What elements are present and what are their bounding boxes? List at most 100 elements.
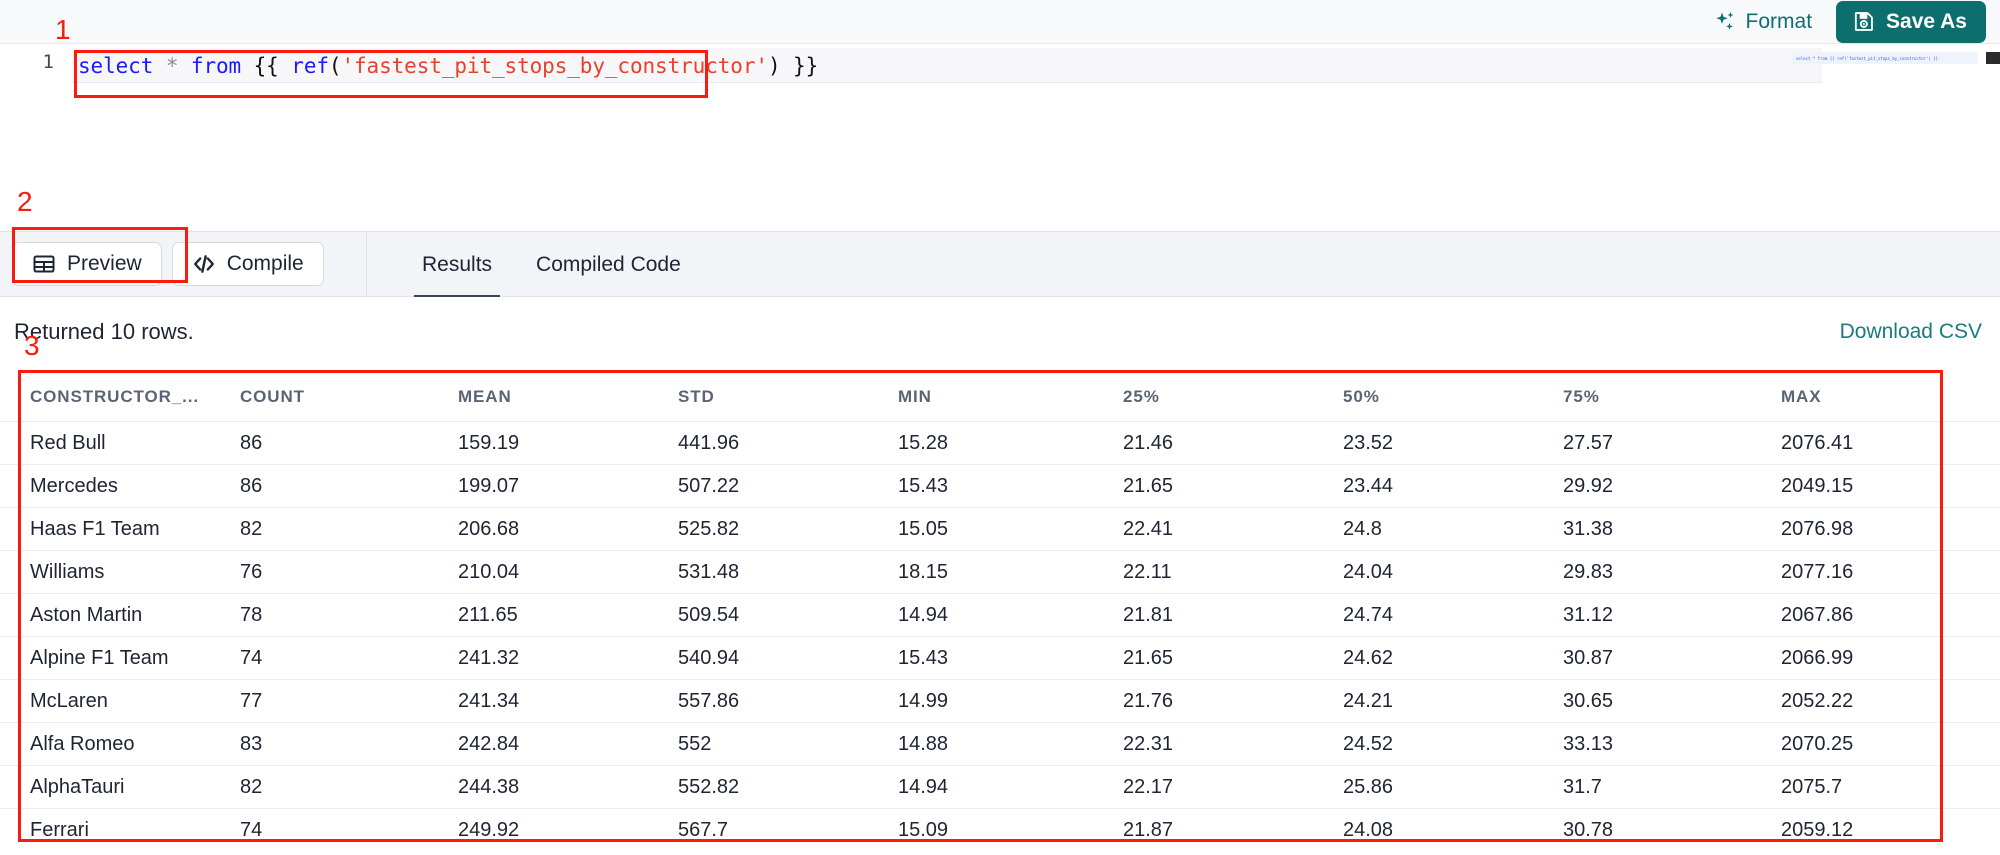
table-header-row: CONSTRUCTOR_... COUNT MEAN STD MIN 25% 5…	[0, 373, 2000, 422]
compile-button-label: Compile	[226, 252, 304, 275]
editor-action-buttons: Preview Compile	[12, 242, 324, 286]
table-cell: 210.04	[458, 550, 678, 594]
table-row[interactable]: Williams 76 210.04 531.48 18.15 22.11 24.04 29.…	[0, 550, 2000, 594]
table-cell: 15.09	[898, 818, 949, 841]
results-tabs: Results Compiled Code	[400, 232, 703, 298]
table-cell: 24.62	[1343, 636, 1563, 680]
table-cell: 567.7	[678, 818, 729, 841]
table-cell: 552	[678, 722, 898, 766]
table-cell: 15.05	[898, 507, 1123, 551]
token-open-braces: {{	[253, 54, 279, 78]
table-row[interactable]: Red Bull 86 159.19 441.96 15.28 21.46 23.52 27.…	[0, 421, 2000, 465]
table-cell: 21.46	[1123, 421, 1343, 465]
compile-button[interactable]: Compile	[171, 242, 324, 286]
editor-scrollbar-thumb[interactable]	[1986, 52, 2000, 64]
table-cell: 241.34	[458, 679, 678, 723]
token-star: *	[165, 54, 179, 78]
table-cell: 24.74	[1343, 593, 1563, 637]
sql-editor[interactable]: 1 select * from {{ ref('fastest_pit_stop…	[0, 44, 2000, 231]
sql-editor-code[interactable]: select * from {{ ref('fastest_pit_stops_…	[78, 49, 818, 83]
table-cell: 21.81	[1123, 593, 1343, 637]
editor-minimap[interactable]: select * from {{ ref('fastest_pit_stops_…	[1792, 52, 1978, 64]
format-button[interactable]: Format	[1705, 5, 1821, 39]
column-header-p75[interactable]: 75%	[1563, 373, 1781, 422]
token-open-paren: (	[328, 54, 342, 78]
table-grid-icon	[32, 252, 56, 276]
table-cell: 2059.12	[1781, 818, 1854, 841]
table-cell: 14.99	[898, 679, 1123, 723]
table-cell: Williams	[0, 550, 240, 594]
table-cell: 2070.25	[1781, 722, 2000, 766]
preview-button[interactable]: Preview	[12, 242, 162, 286]
table-cell: 22.17	[1123, 765, 1343, 809]
column-header-constructor[interactable]: CONSTRUCTOR_...	[0, 373, 240, 422]
token-string: 'fastest_pit_stops_by_constructor'	[341, 54, 768, 78]
table-cell: 244.38	[458, 765, 678, 809]
table-cell: 199.07	[458, 464, 678, 508]
table-row[interactable]: Ferrari 74 249.92 567.7 15.09 21.87 24.08 30.78…	[0, 809, 2000, 852]
table-cell: 74	[240, 636, 458, 680]
download-csv-link[interactable]: Download CSV	[1839, 320, 1982, 343]
code-brackets-icon	[192, 252, 216, 276]
table-row[interactable]: Alfa Romeo 83 242.84 552 14.88 22.31 24.52 33.1…	[0, 722, 2000, 766]
table-cell: 24.8	[1343, 507, 1563, 551]
table-cell: 509.54	[678, 593, 898, 637]
table-row[interactable]: McLaren 77 241.34 557.86 14.99 21.76 24.21 30.6…	[0, 679, 2000, 723]
results-header: Returned 10 rows. Download CSV	[0, 297, 2000, 373]
table-cell: Aston Martin	[0, 593, 240, 637]
column-header-std[interactable]: STD	[678, 373, 898, 422]
save-as-button-label: Save As	[1886, 9, 1967, 33]
column-header-max[interactable]: MAX	[1781, 373, 2000, 422]
line-number: 1	[42, 51, 54, 73]
table-row[interactable]: AlphaTauri 82 244.38 552.82 14.94 22.17 25.86 3…	[0, 765, 2000, 809]
table-cell: 24.08	[1343, 818, 1394, 841]
table-cell: 2049.15	[1781, 464, 2000, 508]
editor-active-line-highlight	[72, 48, 1822, 82]
table-cell: 249.92	[458, 818, 520, 841]
column-header-p25[interactable]: 25%	[1123, 373, 1343, 422]
table-row[interactable]: Aston Martin 78 211.65 509.54 14.94 21.81 24.7…	[0, 593, 2000, 637]
table-cell: 24.21	[1343, 679, 1563, 723]
table-cell: 21.65	[1123, 636, 1343, 680]
table-cell: 83	[240, 722, 458, 766]
table-cell: 211.65	[458, 593, 678, 637]
table-cell: 22.41	[1123, 507, 1343, 551]
table-cell: 86	[240, 421, 458, 465]
table-cell: 23.52	[1343, 421, 1563, 465]
table-cell: 540.94	[678, 636, 898, 680]
table-cell: 14.88	[898, 722, 1123, 766]
table-cell: 24.52	[1343, 722, 1563, 766]
table-cell: 2066.99	[1781, 636, 2000, 680]
table-row[interactable]: Mercedes 86 199.07 507.22 15.43 21.65 23.44 29.…	[0, 464, 2000, 508]
tab-results[interactable]: Results	[400, 232, 514, 298]
table-cell: 22.31	[1123, 722, 1343, 766]
table-cell: 82	[240, 765, 458, 809]
table-cell: 2067.86	[1781, 593, 2000, 637]
table-cell: 31.12	[1563, 593, 1781, 637]
token-ref: ref	[291, 54, 329, 78]
table-cell: 14.94	[898, 765, 1123, 809]
table-cell: 33.13	[1563, 722, 1781, 766]
save-as-button[interactable]: Save As	[1836, 0, 1986, 43]
results-table[interactable]: CONSTRUCTOR_... COUNT MEAN STD MIN 25% 5…	[0, 373, 2000, 855]
table-cell: Mercedes	[0, 464, 240, 508]
table-cell: McLaren	[0, 679, 240, 723]
table-row[interactable]: Haas F1 Team 82 206.68 525.82 15.05 22.41 24.8…	[0, 507, 2000, 551]
top-toolbar: Format Save As	[0, 0, 2000, 44]
column-header-p50[interactable]: 50%	[1343, 373, 1563, 422]
table-cell: 15.28	[898, 421, 1123, 465]
column-header-min[interactable]: MIN	[898, 373, 1123, 422]
token-from: from	[190, 54, 242, 78]
table-cell: 531.48	[678, 550, 898, 594]
table-cell: 2052.22	[1781, 679, 2000, 723]
column-header-count[interactable]: COUNT	[240, 373, 458, 422]
column-header-mean[interactable]: MEAN	[458, 373, 678, 422]
tab-compiled-code[interactable]: Compiled Code	[514, 232, 703, 298]
table-cell: 82	[240, 507, 458, 551]
table-row[interactable]: Alpine F1 Team 74 241.32 540.94 15.43 21.65 24…	[0, 636, 2000, 680]
table-body: Red Bull 86 159.19 441.96 15.28 21.46 23.52 27.…	[0, 421, 2000, 852]
table-cell: 21.65	[1123, 464, 1343, 508]
table-cell: 78	[240, 593, 458, 637]
table-cell: 159.19	[458, 421, 678, 465]
table-cell: 30.87	[1563, 636, 1781, 680]
